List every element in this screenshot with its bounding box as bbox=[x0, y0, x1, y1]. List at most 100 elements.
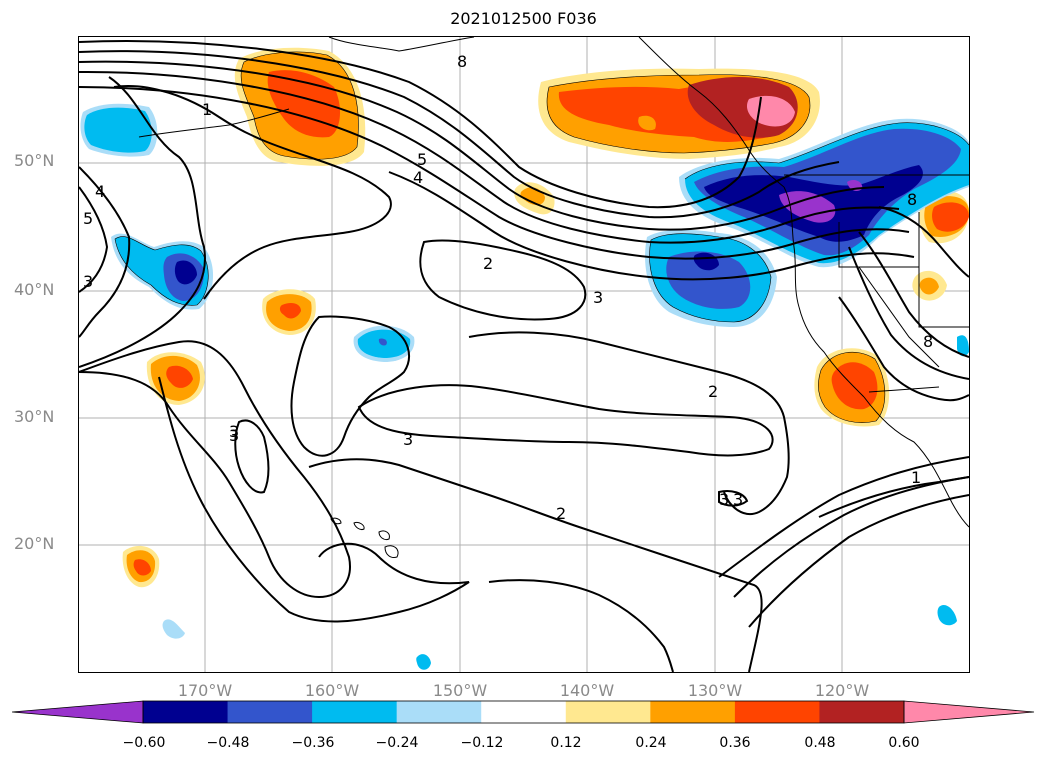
colorbar-segment bbox=[650, 701, 736, 723]
coast-or-ca bbox=[798, 306, 865, 398]
contour-8-b bbox=[79, 50, 840, 219]
colorbar-tick-label: −0.48 bbox=[206, 735, 250, 751]
anomaly-alaska-orange-inner bbox=[638, 115, 656, 131]
contour-east-1 bbox=[848, 246, 969, 380]
colorbar-tick-label: 0.48 bbox=[804, 735, 836, 751]
contour-label: 3 bbox=[229, 426, 239, 445]
border-us-mexico bbox=[868, 386, 940, 393]
lon-label-130w: 130°W bbox=[687, 681, 743, 700]
map-canvas: 1 2 2 2 3 3 3 3 3 4 4 5 5 8 8 8 1 3 3 bbox=[79, 37, 969, 672]
contour-label-group: 1 2 2 2 3 3 3 3 3 4 4 5 5 8 8 8 1 3 3 bbox=[83, 52, 933, 523]
positive-anomalies bbox=[122, 47, 969, 588]
contour-3-se-small bbox=[718, 490, 749, 507]
lon-label-170w: 170°W bbox=[177, 681, 233, 700]
anomaly-sw-red bbox=[166, 365, 193, 388]
lon-label-120w: 120°W bbox=[814, 681, 870, 700]
contour-1-west bbox=[113, 85, 392, 300]
colorbar-segment bbox=[819, 701, 905, 723]
hawaii-2 bbox=[353, 522, 365, 530]
anomaly-outlines bbox=[114, 51, 969, 423]
anomaly-pnw-purple bbox=[779, 191, 836, 223]
coast-aleutians bbox=[138, 108, 290, 138]
contour-3-se bbox=[748, 494, 969, 628]
state-line-2 bbox=[918, 212, 969, 328]
colorbar-segment bbox=[481, 701, 567, 723]
contour-5-far-w bbox=[79, 186, 109, 293]
contour-5 bbox=[79, 60, 885, 231]
state-line-3 bbox=[858, 266, 940, 368]
contour-se-a bbox=[818, 476, 969, 518]
contour-2-a bbox=[419, 239, 587, 321]
coast-alaska-panhandle bbox=[638, 37, 785, 188]
contour-1-se bbox=[718, 456, 969, 578]
lat-label-20n: 20°N bbox=[14, 534, 55, 553]
colorbar bbox=[12, 700, 1035, 724]
contour-1-lower-left bbox=[158, 376, 470, 623]
map-panel[interactable]: 1 2 2 2 3 3 3 3 3 4 4 5 5 8 8 8 1 3 3 bbox=[79, 37, 969, 672]
anomaly-mid-w-blue bbox=[378, 338, 387, 346]
anomaly-alaska-pink bbox=[746, 95, 795, 127]
lat-label-30n: 30°N bbox=[14, 407, 55, 426]
contour-3-loop bbox=[290, 315, 410, 457]
colorbar-tick-label: 0.24 bbox=[635, 735, 667, 751]
colorbar-tick-label: 0.60 bbox=[888, 735, 920, 751]
contour-east-3 bbox=[878, 206, 969, 278]
contour-4-far-w bbox=[79, 166, 131, 338]
anomaly-sm2-cyan bbox=[416, 654, 431, 670]
anomaly-w-top-cyan bbox=[84, 107, 152, 153]
anomaly-e-red bbox=[932, 202, 969, 232]
contour-3-west bbox=[79, 76, 206, 368]
contour-label: 2 bbox=[483, 254, 493, 273]
map-title: 2021012500 F036 bbox=[450, 9, 597, 28]
colorbar-extend-high bbox=[904, 701, 1034, 723]
colorbar-segment bbox=[734, 701, 820, 723]
colorbar-tick-label: −0.60 bbox=[122, 735, 166, 751]
colorbar-tick-label: 0.12 bbox=[550, 735, 582, 751]
anomaly-e2-orange bbox=[919, 277, 939, 295]
anomaly-sm3-cyan bbox=[937, 604, 957, 626]
hawaii-4 bbox=[384, 545, 399, 558]
contour-8-east bbox=[838, 296, 969, 402]
height-contours bbox=[79, 40, 969, 672]
contour-2-low bbox=[79, 340, 351, 599]
colorbar-tick-label: −0.12 bbox=[460, 735, 504, 751]
colorbar-segment bbox=[227, 701, 313, 723]
anomaly-e-edge-cyan bbox=[957, 335, 969, 357]
colorbar-tick-label: 0.36 bbox=[719, 735, 751, 751]
contour-2-se bbox=[733, 476, 969, 598]
contour-label: 2 bbox=[708, 382, 718, 401]
contour-label: 8 bbox=[457, 52, 467, 71]
contour-8-a bbox=[79, 40, 762, 209]
contour-4 bbox=[79, 70, 900, 244]
contour-label: 5 bbox=[417, 150, 427, 169]
contour-label: 3 bbox=[83, 272, 93, 291]
contour-3-lat bbox=[79, 86, 910, 260]
contour-label: 1 bbox=[911, 468, 921, 487]
contour-label: 3 bbox=[593, 288, 603, 307]
colorbar-tick-label: −0.36 bbox=[291, 735, 335, 751]
lon-label-140w: 140°W bbox=[559, 681, 615, 700]
colorbar-segment bbox=[143, 701, 229, 723]
colorbar-extend-low bbox=[12, 701, 143, 723]
lat-label-50n: 50°N bbox=[14, 151, 55, 170]
contour-label: 1 bbox=[202, 100, 212, 119]
contour-2-lower bbox=[308, 458, 763, 672]
coast-alaska bbox=[328, 37, 475, 52]
anomaly-cal-red bbox=[831, 362, 878, 410]
anomaly-w1-navy bbox=[174, 260, 197, 285]
lon-label-160w: 160°W bbox=[304, 681, 360, 700]
contour-label: 2 bbox=[556, 504, 566, 523]
colorbar-segment bbox=[396, 701, 482, 723]
contour-2-bottom bbox=[488, 579, 674, 672]
colorbar-segment bbox=[565, 701, 651, 723]
lon-label-150w: 150°W bbox=[432, 681, 488, 700]
contour-3-small bbox=[234, 419, 270, 494]
contour-label: 4 bbox=[413, 168, 423, 187]
contour-2-middle bbox=[468, 331, 790, 515]
anomaly-mid-blue bbox=[666, 251, 751, 309]
lat-label-40n: 40°N bbox=[14, 280, 55, 299]
contour-label: 3 bbox=[229, 422, 239, 441]
anomaly-sm1-lightblue bbox=[162, 619, 185, 639]
contour-label: 5 bbox=[83, 209, 93, 228]
state-line-1 bbox=[838, 222, 919, 268]
